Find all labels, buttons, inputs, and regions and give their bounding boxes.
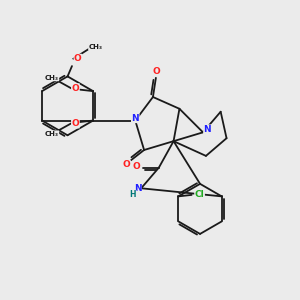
Text: O: O (123, 160, 130, 169)
Text: O: O (71, 84, 79, 93)
Text: O: O (71, 119, 79, 128)
Text: H: H (130, 190, 136, 199)
Text: CH₃: CH₃ (88, 44, 103, 50)
Text: CH₃: CH₃ (45, 131, 59, 137)
Text: Cl: Cl (195, 190, 205, 200)
Text: O: O (74, 54, 82, 63)
Text: N: N (204, 125, 211, 134)
Text: N: N (134, 184, 141, 193)
Text: O: O (152, 68, 160, 76)
Text: CH₃: CH₃ (45, 75, 59, 81)
Text: N: N (131, 114, 139, 123)
Text: O: O (133, 162, 141, 171)
